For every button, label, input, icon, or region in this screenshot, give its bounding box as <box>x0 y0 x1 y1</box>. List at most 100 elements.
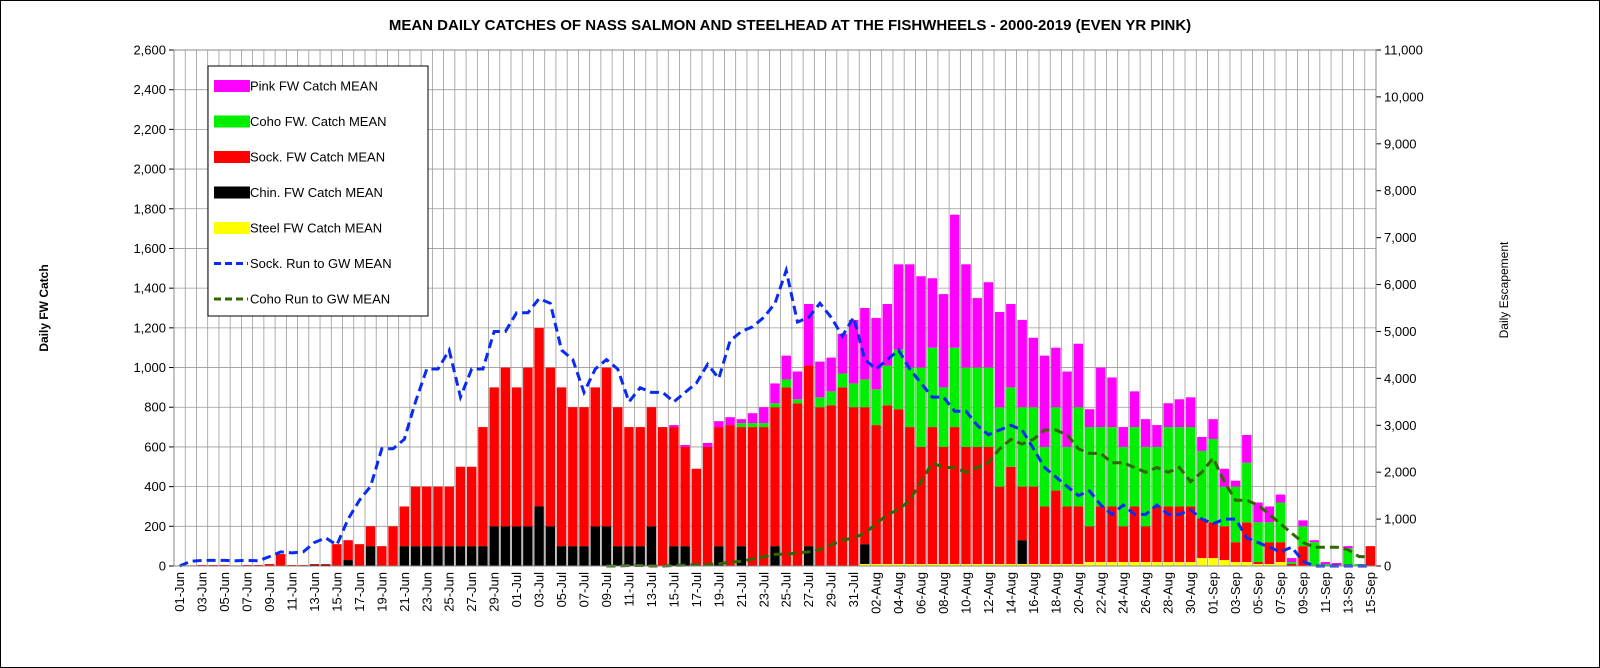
bar-segment <box>1073 506 1084 565</box>
bar-segment <box>320 564 331 566</box>
legend-label: Chin. FW Catch MEAN <box>250 185 383 200</box>
bar-segment <box>1219 468 1230 487</box>
bar-segment <box>860 379 870 408</box>
bar-segment <box>927 564 937 566</box>
bar-segment <box>1185 506 1196 563</box>
bar-segment <box>882 365 893 406</box>
bar-segment <box>837 373 848 388</box>
bar-segment <box>1219 560 1230 566</box>
bar-segment <box>826 391 836 406</box>
bar-segment <box>972 367 982 447</box>
bar-segment <box>680 444 690 447</box>
bar-segment <box>1343 548 1353 566</box>
bar-segment <box>511 387 522 527</box>
bar-segment <box>1062 564 1072 566</box>
bar-segment <box>882 304 893 366</box>
bar-segment <box>781 379 791 388</box>
bar-segment <box>433 486 443 547</box>
bar-segment <box>1152 506 1162 563</box>
x-tick-label: 11-Sep <box>1318 572 1333 613</box>
bar-segment <box>422 486 432 547</box>
bar-segment <box>1006 304 1016 388</box>
y2-tick-label: 5,000 <box>1384 324 1417 339</box>
bar-segment <box>905 264 915 368</box>
bar-segment <box>455 546 466 566</box>
bar-segment <box>1152 562 1162 566</box>
bar-segment <box>264 564 275 566</box>
bar-segment <box>871 317 881 390</box>
x-tick-label: 12-Aug <box>981 572 996 614</box>
bar-segment <box>1242 435 1252 463</box>
bar-segment <box>927 347 937 428</box>
bar-segment <box>1073 343 1084 408</box>
x-tick-label: 31-Jul <box>846 572 861 608</box>
bar-segment <box>657 427 668 566</box>
bar-segment <box>1320 562 1331 565</box>
x-tick-label: 04-Aug <box>891 572 906 614</box>
bar-segment <box>410 486 421 547</box>
bar-segment <box>1084 526 1095 563</box>
bar-segment <box>399 506 410 547</box>
bar-segment <box>489 526 499 566</box>
bar-segment <box>725 425 735 566</box>
bar-segment <box>1017 540 1027 565</box>
bar-segment <box>747 413 758 424</box>
bar-segment <box>646 526 657 566</box>
bar-segment <box>1017 564 1027 566</box>
bar-segment <box>276 554 286 566</box>
y-tick-label: 200 <box>144 519 166 534</box>
x-tick-label: 17-Jul <box>689 572 704 608</box>
bar-segment <box>343 560 353 566</box>
bar-segment <box>792 403 803 566</box>
bar-segment <box>1287 558 1297 563</box>
bar-segment <box>916 564 926 566</box>
bar-segment <box>1096 427 1106 507</box>
bar-segment <box>1006 466 1016 565</box>
bar-segment <box>736 423 747 428</box>
bar-segment <box>1242 462 1252 523</box>
bar-segment <box>1331 563 1342 566</box>
bar-segment <box>1039 355 1050 447</box>
x-tick-label: 09-Jul <box>599 572 614 608</box>
bar-segment <box>354 544 365 566</box>
x-tick-label: 06-Aug <box>914 572 929 614</box>
x-tick-label: 25-Jul <box>779 572 794 608</box>
y-tick-label: 2,000 <box>133 162 166 177</box>
bar-segment <box>759 407 769 424</box>
bar-segment <box>478 546 488 566</box>
bar-segment <box>893 349 904 410</box>
bar-segment <box>972 564 982 566</box>
plot-frame <box>173 49 1377 567</box>
bar-segment <box>669 427 679 547</box>
bar-segment <box>1163 403 1173 428</box>
line-series <box>179 264 1371 568</box>
y-axis-title: Daily FW Catch <box>37 264 51 351</box>
bar-segment <box>1118 427 1128 447</box>
bar-segment <box>905 367 915 428</box>
x-tick-label: 03-Sep <box>1228 572 1243 614</box>
y2-tick-label: 7,000 <box>1384 230 1417 245</box>
legend-swatch <box>214 151 250 163</box>
x-tick-label: 28-Aug <box>1161 572 1176 614</box>
bar-segment <box>1118 526 1128 563</box>
bar-segment <box>770 403 780 408</box>
bar-segment <box>1084 427 1095 527</box>
x-tick-label: 01-Sep <box>1206 572 1221 614</box>
bar-segment <box>848 319 859 384</box>
bar-segment <box>815 361 825 398</box>
bar-segment <box>1208 438 1218 523</box>
x-tick-label: 20-Aug <box>1071 572 1086 614</box>
bar-segment <box>860 407 870 545</box>
bar-segment <box>669 425 679 428</box>
bar-segment <box>747 423 758 428</box>
bar-segment <box>556 546 567 566</box>
x-tick-label: 15-Jul <box>666 572 681 608</box>
bar-segment <box>837 333 848 374</box>
bar-segment <box>1275 494 1286 503</box>
y-tick-label: 2,400 <box>133 82 166 97</box>
bar-segment <box>1107 506 1117 563</box>
legend-swatch <box>214 186 250 199</box>
bar-segment <box>1197 558 1207 566</box>
bar-segment <box>1230 480 1241 487</box>
bar-segment <box>792 399 803 404</box>
